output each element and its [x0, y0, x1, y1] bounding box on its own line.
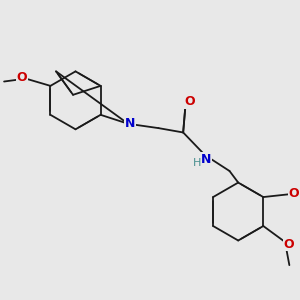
Text: O: O — [289, 187, 299, 200]
Text: O: O — [184, 95, 195, 108]
Text: H: H — [192, 158, 201, 168]
Text: N: N — [201, 153, 211, 166]
Text: N: N — [125, 117, 135, 130]
Text: O: O — [284, 238, 295, 250]
Text: O: O — [16, 71, 27, 84]
